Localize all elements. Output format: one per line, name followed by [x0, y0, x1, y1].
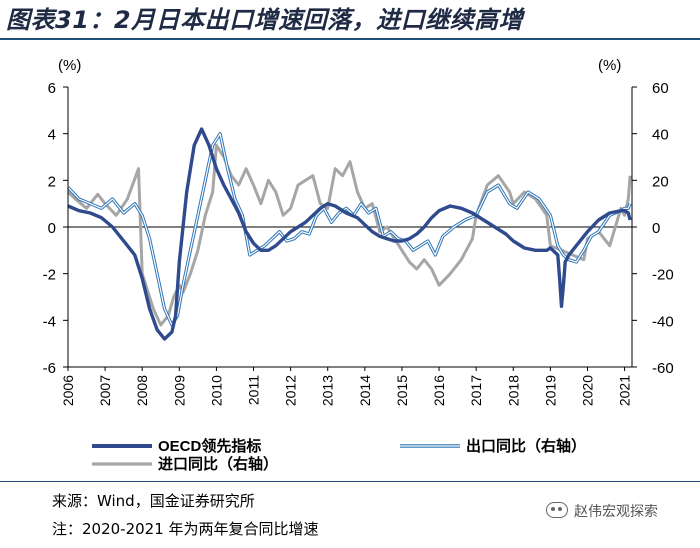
x-tick-label: 2016 [431, 375, 447, 406]
left-tick-label: 4 [48, 127, 56, 144]
chart-title: 图表31：2月日本出口增速回落，进口继续高增 [6, 6, 524, 34]
legend-label: OECD领先指标 [158, 437, 261, 455]
footnote: 注：2020-2021 年为两年复合同比增速 [52, 520, 319, 538]
left-tick-label: -4 [43, 313, 56, 330]
watermark: 赵伟宏观探索 [546, 500, 658, 521]
import-yoy-line [66, 143, 632, 327]
footer-rule [0, 481, 700, 482]
x-tick-label: 2013 [320, 375, 336, 406]
title-rule [0, 38, 700, 40]
x-tick-label: 2015 [394, 375, 410, 406]
x-tick-label: 2019 [542, 375, 558, 406]
x-tick-label: 2009 [171, 375, 187, 406]
left-tick-label: 6 [48, 80, 56, 97]
x-tick-label: 2012 [283, 375, 299, 406]
left-axis-unit: (%) [58, 57, 81, 74]
right-tick-label: -60 [652, 360, 674, 377]
left-tick-label: 0 [48, 220, 56, 237]
watermark-text: 赵伟宏观探索 [574, 504, 658, 520]
x-tick-label: 2020 [579, 375, 595, 406]
right-tick-label: 60 [652, 80, 669, 97]
oecd-leading-line [67, 127, 632, 341]
x-tick-label: 2008 [134, 375, 150, 406]
right-tick-label: 0 [652, 220, 660, 237]
x-tick-label: 2021 [617, 375, 633, 406]
x-tick-label: 2014 [357, 375, 373, 406]
left-tick-label: -6 [43, 360, 56, 377]
left-tick-label: -2 [43, 267, 56, 284]
legend-label: 进口同比（右轴） [158, 455, 278, 473]
legend-label: 出口同比（右轴） [466, 437, 586, 455]
right-tick-label: -40 [652, 313, 674, 330]
x-tick-label: 2007 [97, 375, 113, 406]
right-tick-label: 20 [652, 173, 669, 190]
x-tick-label: 2017 [468, 375, 484, 406]
x-tick-label: 2010 [208, 375, 224, 406]
right-tick-label: -20 [652, 267, 674, 284]
source-note: 来源：Wind，国金证券研究所 [52, 492, 255, 510]
wechat-icon [546, 502, 568, 518]
left-tick-label: 2 [48, 173, 56, 190]
x-tick-label: 2011 [246, 375, 262, 405]
x-tick-label: 2006 [60, 375, 76, 406]
right-axis-unit: (%) [598, 57, 621, 74]
right-tick-label: 40 [652, 127, 669, 144]
x-tick-label: 2018 [505, 375, 521, 406]
